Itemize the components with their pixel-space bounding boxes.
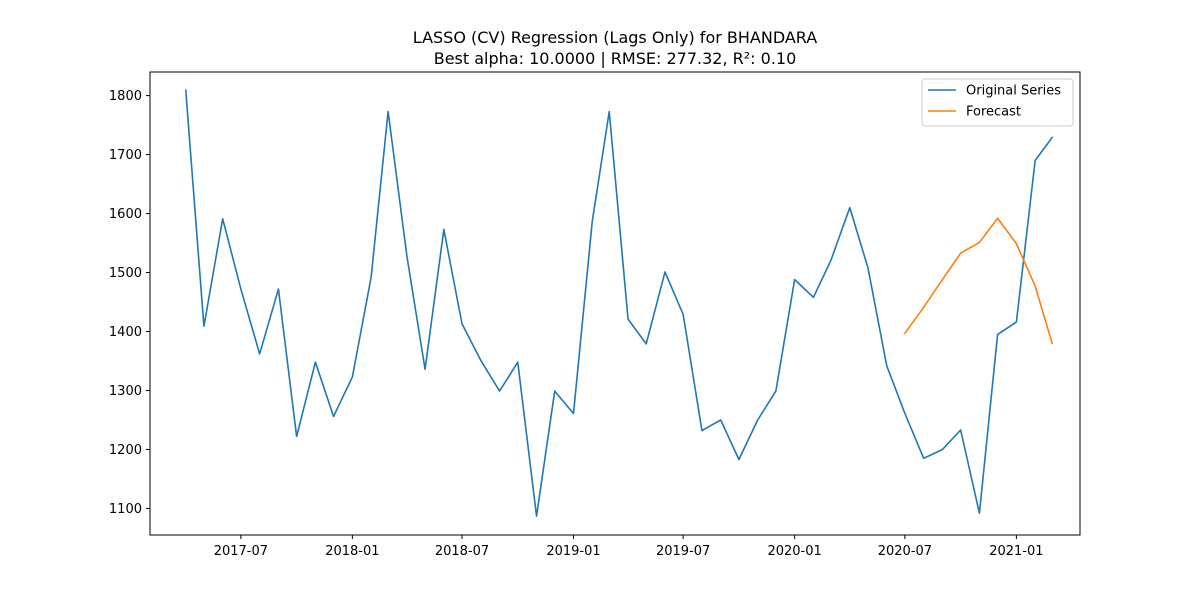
legend: Original Series Forecast — [921, 78, 1074, 127]
y-tick-label: 1200 — [109, 443, 142, 458]
x-tick-label: 2020-01 — [767, 544, 821, 559]
legend-label: Original Series — [966, 84, 1061, 99]
x-tick-label: 2019-01 — [546, 544, 600, 559]
y-tick-label: 1700 — [109, 148, 142, 163]
y-tick-label: 1500 — [109, 266, 142, 281]
x-tick-label: 2018-07 — [435, 544, 489, 559]
y-tick-label: 1600 — [109, 207, 142, 222]
plot-area — [150, 72, 1080, 535]
legend-box — [921, 78, 1074, 127]
chart-subtitle: Best alpha: 10.0000 | RMSE: 277.32, R²: … — [433, 49, 797, 68]
plot-frame — [149, 71, 1081, 536]
x-axis: 2017-07 2018-01 2018-07 2019-01 2019-07 2020-… — [214, 535, 1044, 559]
x-tick-label: 2018-01 — [325, 544, 379, 559]
x-tick-label: 2019-07 — [656, 544, 710, 559]
x-tick-label: 2021-01 — [989, 544, 1043, 559]
chart-title: LASSO (CV) Regression (Lags Only) for BH… — [412, 28, 818, 47]
y-axis: 1100 1200 1300 1400 1500 1600 1700 1800 — [109, 89, 150, 517]
legend-label: Forecast — [966, 105, 1021, 120]
x-tick-label: 2020-07 — [878, 544, 932, 559]
x-tick-label: 2017-07 — [214, 544, 268, 559]
chart-title-block: LASSO (CV) Regression (Lags Only) for BH… — [0, 27, 1200, 69]
y-tick-label: 1100 — [109, 502, 142, 517]
series-layer — [184, 89, 1054, 517]
series-line-original-series — [184, 89, 1054, 517]
y-tick-label: 1800 — [109, 89, 142, 104]
series-line-forecast — [903, 217, 1054, 345]
y-tick-label: 1400 — [109, 325, 142, 340]
y-tick-label: 1300 — [109, 384, 142, 399]
